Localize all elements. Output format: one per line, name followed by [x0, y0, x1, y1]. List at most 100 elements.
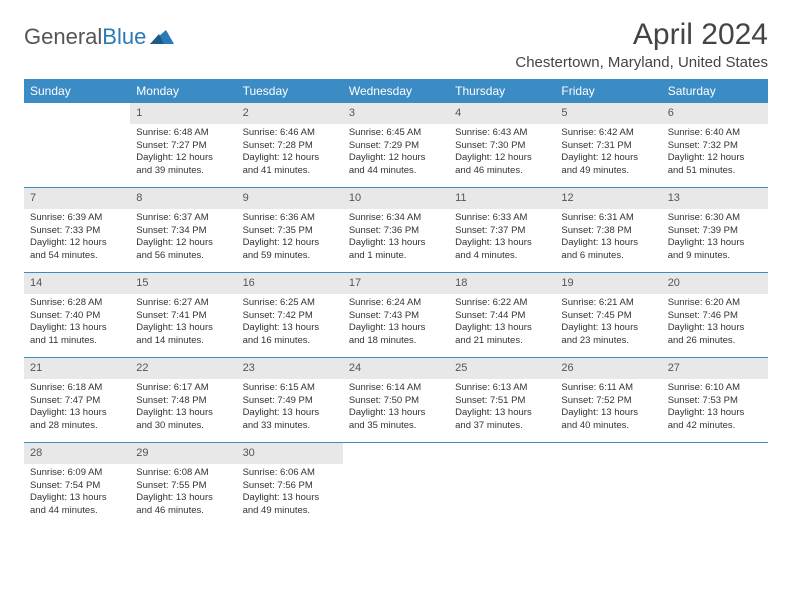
calendar-week: .1Sunrise: 6:48 AMSunset: 7:27 PMDayligh…: [24, 103, 768, 188]
daylight-text: Daylight: 12 hours: [136, 152, 230, 165]
sunset-text: Sunset: 7:47 PM: [30, 395, 124, 408]
cell-body: Sunrise: 6:48 AMSunset: 7:27 PMDaylight:…: [130, 124, 236, 184]
calendar-cell: 19Sunrise: 6:21 AMSunset: 7:45 PMDayligh…: [555, 273, 661, 357]
sunrise-text: Sunrise: 6:18 AM: [30, 382, 124, 395]
logo-part2: Blue: [102, 24, 146, 49]
cell-body: Sunrise: 6:17 AMSunset: 7:48 PMDaylight:…: [130, 379, 236, 439]
sunset-text: Sunset: 7:40 PM: [30, 310, 124, 323]
daylight-text: Daylight: 13 hours: [349, 237, 443, 250]
sunrise-text: Sunrise: 6:30 AM: [668, 212, 762, 225]
sunset-text: Sunset: 7:34 PM: [136, 225, 230, 238]
calendar-cell: 30Sunrise: 6:06 AMSunset: 7:56 PMDayligh…: [237, 443, 343, 527]
day-number: 21: [24, 358, 130, 379]
sunset-text: Sunset: 7:42 PM: [243, 310, 337, 323]
day-number: 5: [555, 103, 661, 124]
sunrise-text: Sunrise: 6:14 AM: [349, 382, 443, 395]
daylight-text: and 49 minutes.: [243, 505, 337, 518]
sunrise-text: Sunrise: 6:20 AM: [668, 297, 762, 310]
day-number: 14: [24, 273, 130, 294]
day-header: Wednesday: [343, 79, 449, 103]
cell-body: Sunrise: 6:31 AMSunset: 7:38 PMDaylight:…: [555, 209, 661, 269]
calendar-cell: 29Sunrise: 6:08 AMSunset: 7:55 PMDayligh…: [130, 443, 236, 527]
sunset-text: Sunset: 7:36 PM: [349, 225, 443, 238]
sunset-text: Sunset: 7:28 PM: [243, 140, 337, 153]
daylight-text: and 21 minutes.: [455, 335, 549, 348]
day-number: 19: [555, 273, 661, 294]
calendar-cell: .: [449, 443, 555, 527]
daylight-text: Daylight: 13 hours: [668, 237, 762, 250]
day-number: 25: [449, 358, 555, 379]
sunrise-text: Sunrise: 6:43 AM: [455, 127, 549, 140]
daylight-text: and 16 minutes.: [243, 335, 337, 348]
calendar-cell: .: [555, 443, 661, 527]
daylight-text: and 1 minute.: [349, 250, 443, 263]
calendar-cell: 20Sunrise: 6:20 AMSunset: 7:46 PMDayligh…: [662, 273, 768, 357]
daylight-text: and 44 minutes.: [30, 505, 124, 518]
daylight-text: and 33 minutes.: [243, 420, 337, 433]
calendar-cell: 6Sunrise: 6:40 AMSunset: 7:32 PMDaylight…: [662, 103, 768, 187]
day-number: 23: [237, 358, 343, 379]
daylight-text: and 6 minutes.: [561, 250, 655, 263]
sunrise-text: Sunrise: 6:08 AM: [136, 467, 230, 480]
calendar-cell: 14Sunrise: 6:28 AMSunset: 7:40 PMDayligh…: [24, 273, 130, 357]
calendar-cell: 16Sunrise: 6:25 AMSunset: 7:42 PMDayligh…: [237, 273, 343, 357]
daylight-text: and 42 minutes.: [668, 420, 762, 433]
daylight-text: Daylight: 13 hours: [136, 407, 230, 420]
daylight-text: Daylight: 13 hours: [136, 322, 230, 335]
location-text: Chestertown, Maryland, United States: [515, 54, 768, 71]
sunset-text: Sunset: 7:49 PM: [243, 395, 337, 408]
cell-body: Sunrise: 6:42 AMSunset: 7:31 PMDaylight:…: [555, 124, 661, 184]
day-number: 18: [449, 273, 555, 294]
logo-triangle-icon: [150, 26, 174, 49]
day-number: 28: [24, 443, 130, 464]
day-header: Sunday: [24, 79, 130, 103]
cell-body: Sunrise: 6:13 AMSunset: 7:51 PMDaylight:…: [449, 379, 555, 439]
calendar-cell: 12Sunrise: 6:31 AMSunset: 7:38 PMDayligh…: [555, 188, 661, 272]
cell-body: Sunrise: 6:30 AMSunset: 7:39 PMDaylight:…: [662, 209, 768, 269]
daylight-text: and 46 minutes.: [455, 165, 549, 178]
cell-body: Sunrise: 6:20 AMSunset: 7:46 PMDaylight:…: [662, 294, 768, 354]
calendar-cell: 23Sunrise: 6:15 AMSunset: 7:49 PMDayligh…: [237, 358, 343, 442]
daylight-text: and 54 minutes.: [30, 250, 124, 263]
day-number: 11: [449, 188, 555, 209]
day-number: 24: [343, 358, 449, 379]
calendar-cell: 18Sunrise: 6:22 AMSunset: 7:44 PMDayligh…: [449, 273, 555, 357]
daylight-text: and 46 minutes.: [136, 505, 230, 518]
day-header: Thursday: [449, 79, 555, 103]
sunset-text: Sunset: 7:53 PM: [668, 395, 762, 408]
daylight-text: and 4 minutes.: [455, 250, 549, 263]
daylight-text: and 56 minutes.: [136, 250, 230, 263]
cell-body: Sunrise: 6:40 AMSunset: 7:32 PMDaylight:…: [662, 124, 768, 184]
cell-body: Sunrise: 6:22 AMSunset: 7:44 PMDaylight:…: [449, 294, 555, 354]
daylight-text: Daylight: 13 hours: [243, 492, 337, 505]
daylight-text: Daylight: 13 hours: [30, 407, 124, 420]
cell-body: Sunrise: 6:10 AMSunset: 7:53 PMDaylight:…: [662, 379, 768, 439]
daylight-text: and 18 minutes.: [349, 335, 443, 348]
daylight-text: and 9 minutes.: [668, 250, 762, 263]
day-number: 9: [237, 188, 343, 209]
sunrise-text: Sunrise: 6:42 AM: [561, 127, 655, 140]
daylight-text: and 41 minutes.: [243, 165, 337, 178]
sunrise-text: Sunrise: 6:45 AM: [349, 127, 443, 140]
calendar-cell: 15Sunrise: 6:27 AMSunset: 7:41 PMDayligh…: [130, 273, 236, 357]
daylight-text: Daylight: 13 hours: [561, 407, 655, 420]
daylight-text: Daylight: 12 hours: [30, 237, 124, 250]
daylight-text: and 44 minutes.: [349, 165, 443, 178]
calendar-cell: 11Sunrise: 6:33 AMSunset: 7:37 PMDayligh…: [449, 188, 555, 272]
sunrise-text: Sunrise: 6:17 AM: [136, 382, 230, 395]
day-number: 27: [662, 358, 768, 379]
cell-body: Sunrise: 6:15 AMSunset: 7:49 PMDaylight:…: [237, 379, 343, 439]
daylight-text: Daylight: 13 hours: [30, 492, 124, 505]
cell-body: Sunrise: 6:43 AMSunset: 7:30 PMDaylight:…: [449, 124, 555, 184]
sunset-text: Sunset: 7:55 PM: [136, 480, 230, 493]
calendar-cell: 7Sunrise: 6:39 AMSunset: 7:33 PMDaylight…: [24, 188, 130, 272]
calendar-cell: 10Sunrise: 6:34 AMSunset: 7:36 PMDayligh…: [343, 188, 449, 272]
calendar-cell: 27Sunrise: 6:10 AMSunset: 7:53 PMDayligh…: [662, 358, 768, 442]
daylight-text: Daylight: 13 hours: [561, 237, 655, 250]
logo-part1: General: [24, 24, 102, 49]
day-number: 1: [130, 103, 236, 124]
cell-body: Sunrise: 6:39 AMSunset: 7:33 PMDaylight:…: [24, 209, 130, 269]
daylight-text: Daylight: 13 hours: [136, 492, 230, 505]
cell-body: Sunrise: 6:45 AMSunset: 7:29 PMDaylight:…: [343, 124, 449, 184]
calendar: Sunday Monday Tuesday Wednesday Thursday…: [24, 79, 768, 527]
